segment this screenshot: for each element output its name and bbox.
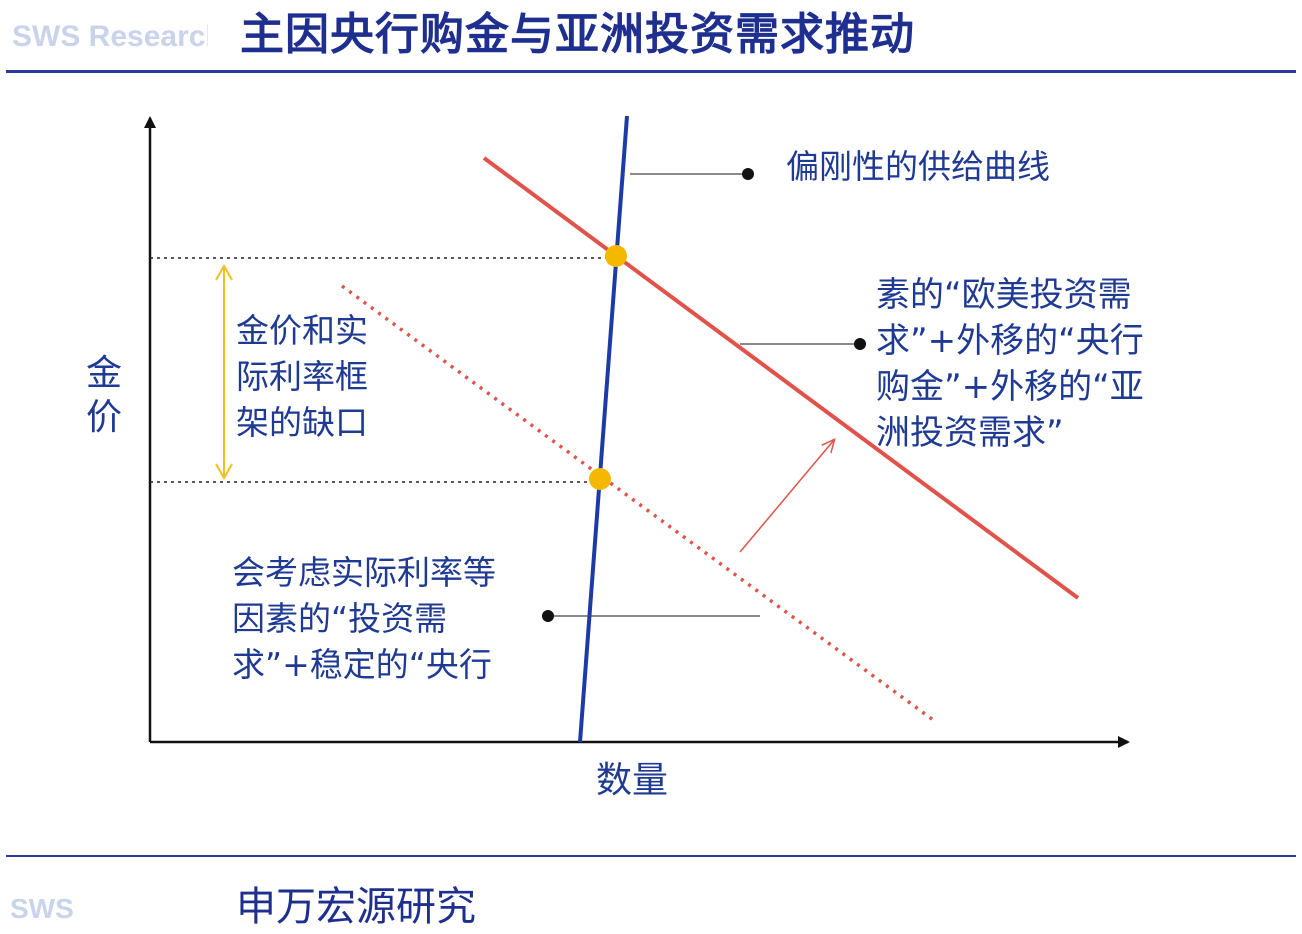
new-demand-callout-dot	[854, 338, 866, 350]
new-demand-label: 素的“欧美投资需 求”+外移的“央行 购金”+外移的“亚 洲投资需求”	[876, 275, 1144, 453]
header-divider	[6, 70, 1296, 73]
old-demand-label: 会考虑实际利率等 因素的“投资需 求”+稳定的“央行	[232, 553, 496, 684]
equilibrium-point-low	[589, 468, 611, 490]
demand-shift-arrow	[739, 440, 834, 553]
x-axis-label: 数量	[596, 760, 669, 801]
gap-label: 金价和实 际利率框 架的缺口	[236, 311, 368, 442]
sws-logo-icon: SWS Research	[8, 14, 208, 54]
supply-curve-label: 偏刚性的供给曲线	[786, 147, 1050, 186]
logo-bottom-text: SWS	[10, 893, 74, 924]
gap-arrow-bottom-head	[215, 463, 233, 481]
gap-arrow-top-head	[215, 263, 233, 281]
logo-top-text: SWS Research	[12, 20, 208, 53]
equilibrium-point-high	[605, 245, 627, 267]
demand-curve-new	[482, 156, 1080, 600]
supply-curve	[578, 115, 629, 743]
old-demand-callout-dot	[542, 610, 554, 622]
demand-curve-old	[340, 284, 938, 724]
page-title: 主因央行购金与亚洲投资需求推动	[240, 9, 915, 60]
footer-org-name: 申万宏源研究	[236, 884, 476, 930]
supply-callout-dot	[742, 168, 754, 180]
y-axis-label: 金 价	[86, 353, 123, 438]
sws-footer-logo-icon: SWS	[10, 893, 74, 924]
footer-divider	[6, 855, 1296, 857]
